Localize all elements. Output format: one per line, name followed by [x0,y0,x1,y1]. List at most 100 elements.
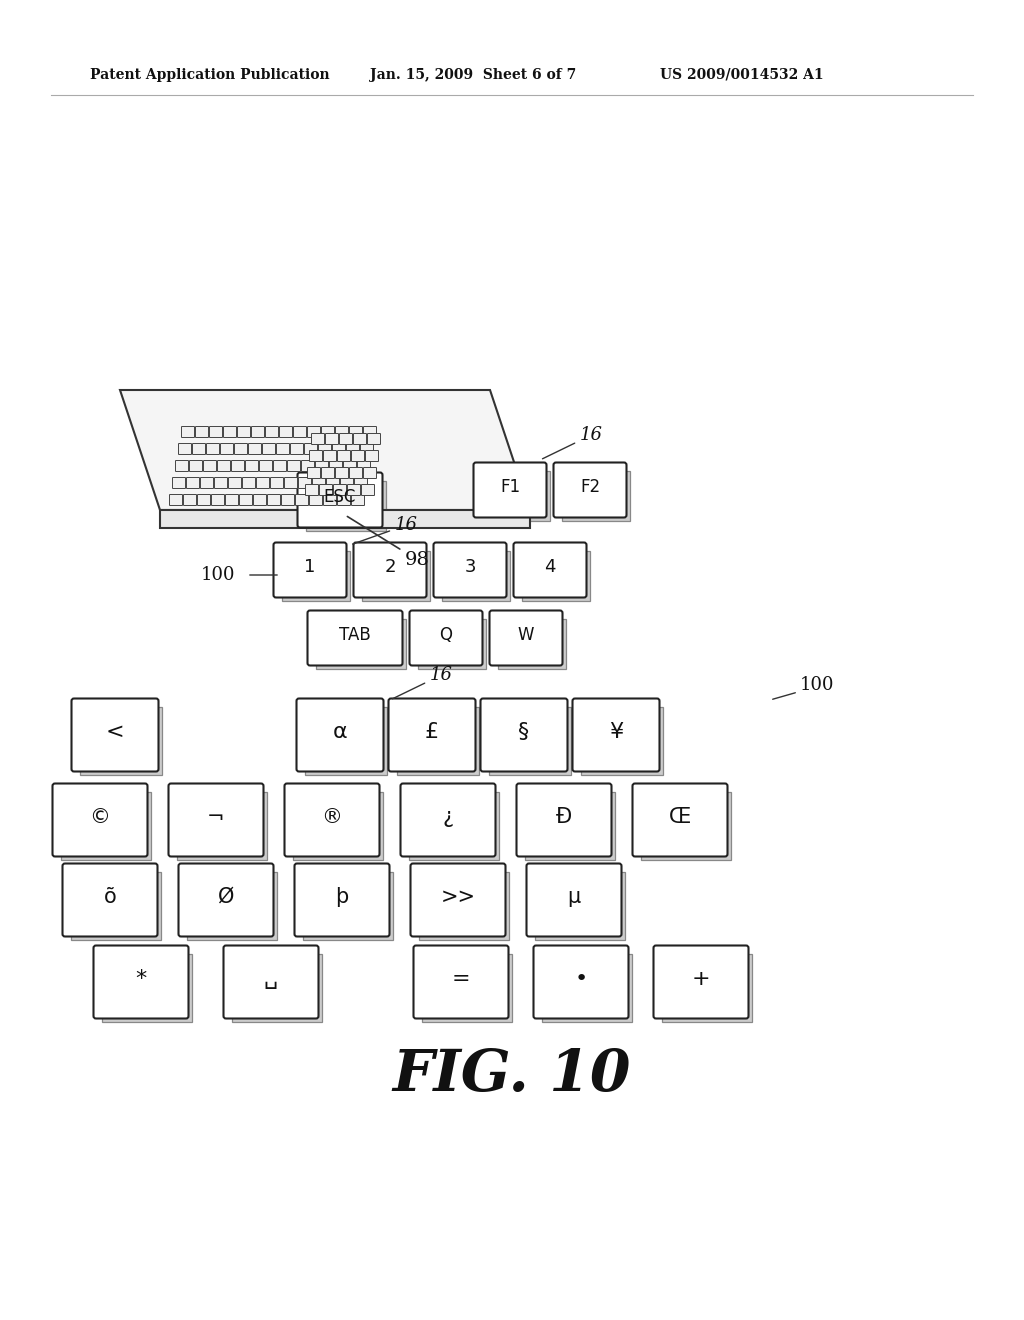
Text: >>: >> [440,887,475,907]
FancyBboxPatch shape [400,784,496,857]
FancyBboxPatch shape [327,478,340,488]
FancyBboxPatch shape [259,461,272,471]
FancyBboxPatch shape [297,698,384,771]
FancyBboxPatch shape [305,484,318,495]
FancyBboxPatch shape [526,863,622,936]
FancyBboxPatch shape [249,444,261,454]
Polygon shape [303,873,393,940]
FancyBboxPatch shape [214,478,227,488]
FancyBboxPatch shape [210,426,222,437]
Polygon shape [662,954,752,1022]
FancyBboxPatch shape [364,426,377,437]
Polygon shape [232,954,322,1022]
FancyBboxPatch shape [653,945,749,1019]
FancyBboxPatch shape [534,945,629,1019]
FancyBboxPatch shape [354,478,368,488]
Polygon shape [187,873,278,940]
Text: ␣: ␣ [264,969,279,989]
FancyBboxPatch shape [196,426,209,437]
FancyBboxPatch shape [280,426,293,437]
Text: F1: F1 [500,479,520,496]
Polygon shape [120,389,530,510]
FancyBboxPatch shape [315,461,329,471]
Text: <: < [105,722,124,742]
Polygon shape [409,792,499,861]
FancyBboxPatch shape [296,495,308,506]
FancyBboxPatch shape [353,433,367,445]
FancyBboxPatch shape [294,426,306,437]
FancyBboxPatch shape [93,945,188,1019]
FancyBboxPatch shape [262,444,275,454]
Polygon shape [316,619,406,669]
FancyBboxPatch shape [207,444,219,454]
FancyBboxPatch shape [318,444,332,454]
FancyBboxPatch shape [62,863,158,936]
Text: Ð: Ð [556,807,572,826]
FancyBboxPatch shape [198,495,211,506]
FancyBboxPatch shape [330,461,342,471]
FancyBboxPatch shape [175,461,188,471]
FancyBboxPatch shape [338,495,350,506]
FancyBboxPatch shape [172,478,185,488]
Text: 100: 100 [201,566,234,583]
FancyBboxPatch shape [307,610,402,665]
FancyBboxPatch shape [170,495,182,506]
FancyBboxPatch shape [361,484,375,495]
FancyBboxPatch shape [351,450,365,462]
FancyBboxPatch shape [276,444,290,454]
FancyBboxPatch shape [234,444,248,454]
FancyBboxPatch shape [270,478,284,488]
FancyBboxPatch shape [267,495,281,506]
FancyBboxPatch shape [349,426,362,437]
FancyBboxPatch shape [243,478,256,488]
FancyBboxPatch shape [343,461,356,471]
Text: þ: þ [336,887,348,907]
Polygon shape [442,550,510,601]
FancyBboxPatch shape [273,543,346,598]
FancyBboxPatch shape [309,450,323,462]
Text: 4: 4 [544,558,556,577]
FancyBboxPatch shape [288,461,300,471]
Polygon shape [418,619,486,669]
FancyBboxPatch shape [231,461,245,471]
FancyBboxPatch shape [246,461,258,471]
FancyBboxPatch shape [256,478,269,488]
Polygon shape [61,792,151,861]
FancyBboxPatch shape [312,478,326,488]
FancyBboxPatch shape [364,467,377,479]
FancyBboxPatch shape [346,444,359,454]
FancyBboxPatch shape [334,484,346,495]
FancyBboxPatch shape [322,467,335,479]
FancyBboxPatch shape [307,426,321,437]
FancyBboxPatch shape [349,467,362,479]
FancyBboxPatch shape [336,426,348,437]
Polygon shape [71,873,161,940]
FancyBboxPatch shape [169,784,263,857]
Text: FIG. 10: FIG. 10 [393,1047,631,1104]
FancyBboxPatch shape [513,543,587,598]
Text: Ø: Ø [218,887,234,907]
Text: •: • [574,969,588,989]
FancyBboxPatch shape [324,450,337,462]
FancyBboxPatch shape [298,473,383,528]
FancyBboxPatch shape [254,495,266,506]
FancyBboxPatch shape [178,863,273,936]
FancyBboxPatch shape [357,461,371,471]
Text: US 2009/0014532 A1: US 2009/0014532 A1 [660,69,823,82]
Text: ¬: ¬ [207,807,225,826]
FancyBboxPatch shape [240,495,253,506]
Text: õ: õ [103,887,117,907]
FancyBboxPatch shape [473,462,547,517]
FancyBboxPatch shape [201,478,213,488]
Text: Jan. 15, 2009  Sheet 6 of 7: Jan. 15, 2009 Sheet 6 of 7 [370,69,577,82]
FancyBboxPatch shape [322,426,335,437]
FancyBboxPatch shape [265,426,279,437]
FancyBboxPatch shape [252,426,264,437]
Text: §: § [518,722,529,742]
FancyBboxPatch shape [480,698,567,771]
FancyBboxPatch shape [338,450,350,462]
Text: Q: Q [439,627,453,644]
Text: ESC: ESC [324,488,356,507]
FancyBboxPatch shape [223,426,237,437]
FancyBboxPatch shape [238,426,251,437]
